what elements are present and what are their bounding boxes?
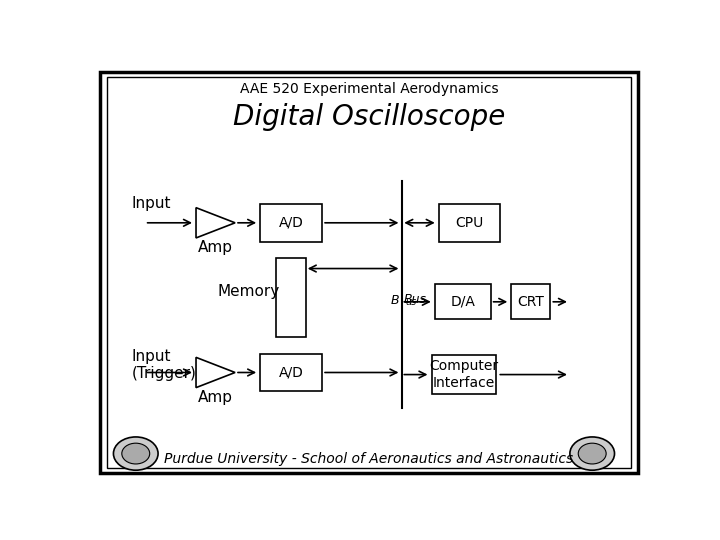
Text: us: us bbox=[405, 297, 417, 307]
Text: Bus: Bus bbox=[404, 293, 426, 306]
Bar bbox=[260, 204, 322, 241]
Text: A/D: A/D bbox=[279, 216, 303, 230]
Bar bbox=[260, 354, 322, 391]
Bar bbox=[438, 204, 500, 241]
Text: CPU: CPU bbox=[455, 216, 484, 230]
Text: Input
(Trigger): Input (Trigger) bbox=[132, 349, 197, 381]
Circle shape bbox=[122, 443, 150, 464]
Text: CRT: CRT bbox=[518, 295, 544, 309]
Bar bbox=[432, 355, 496, 394]
Circle shape bbox=[578, 443, 606, 464]
Bar bbox=[276, 258, 306, 337]
Text: D/A: D/A bbox=[450, 295, 475, 309]
Text: Purdue University - School of Aeronautics and Astronautics: Purdue University - School of Aeronautic… bbox=[164, 452, 574, 466]
Text: Computer
Interface: Computer Interface bbox=[429, 360, 498, 390]
Circle shape bbox=[114, 437, 158, 470]
Text: Digital Oscilloscope: Digital Oscilloscope bbox=[233, 103, 505, 131]
Text: AAE 520 Experimental Aerodynamics: AAE 520 Experimental Aerodynamics bbox=[240, 82, 498, 96]
Text: Input: Input bbox=[132, 196, 171, 211]
Text: Amp: Amp bbox=[198, 390, 233, 405]
Polygon shape bbox=[196, 208, 235, 238]
Text: Amp: Amp bbox=[198, 240, 233, 255]
Circle shape bbox=[570, 437, 615, 470]
Text: B: B bbox=[391, 294, 400, 307]
Bar bbox=[511, 284, 550, 320]
Text: Memory: Memory bbox=[217, 284, 280, 299]
Bar bbox=[435, 284, 490, 320]
Text: A/D: A/D bbox=[279, 366, 303, 380]
Polygon shape bbox=[196, 357, 235, 388]
